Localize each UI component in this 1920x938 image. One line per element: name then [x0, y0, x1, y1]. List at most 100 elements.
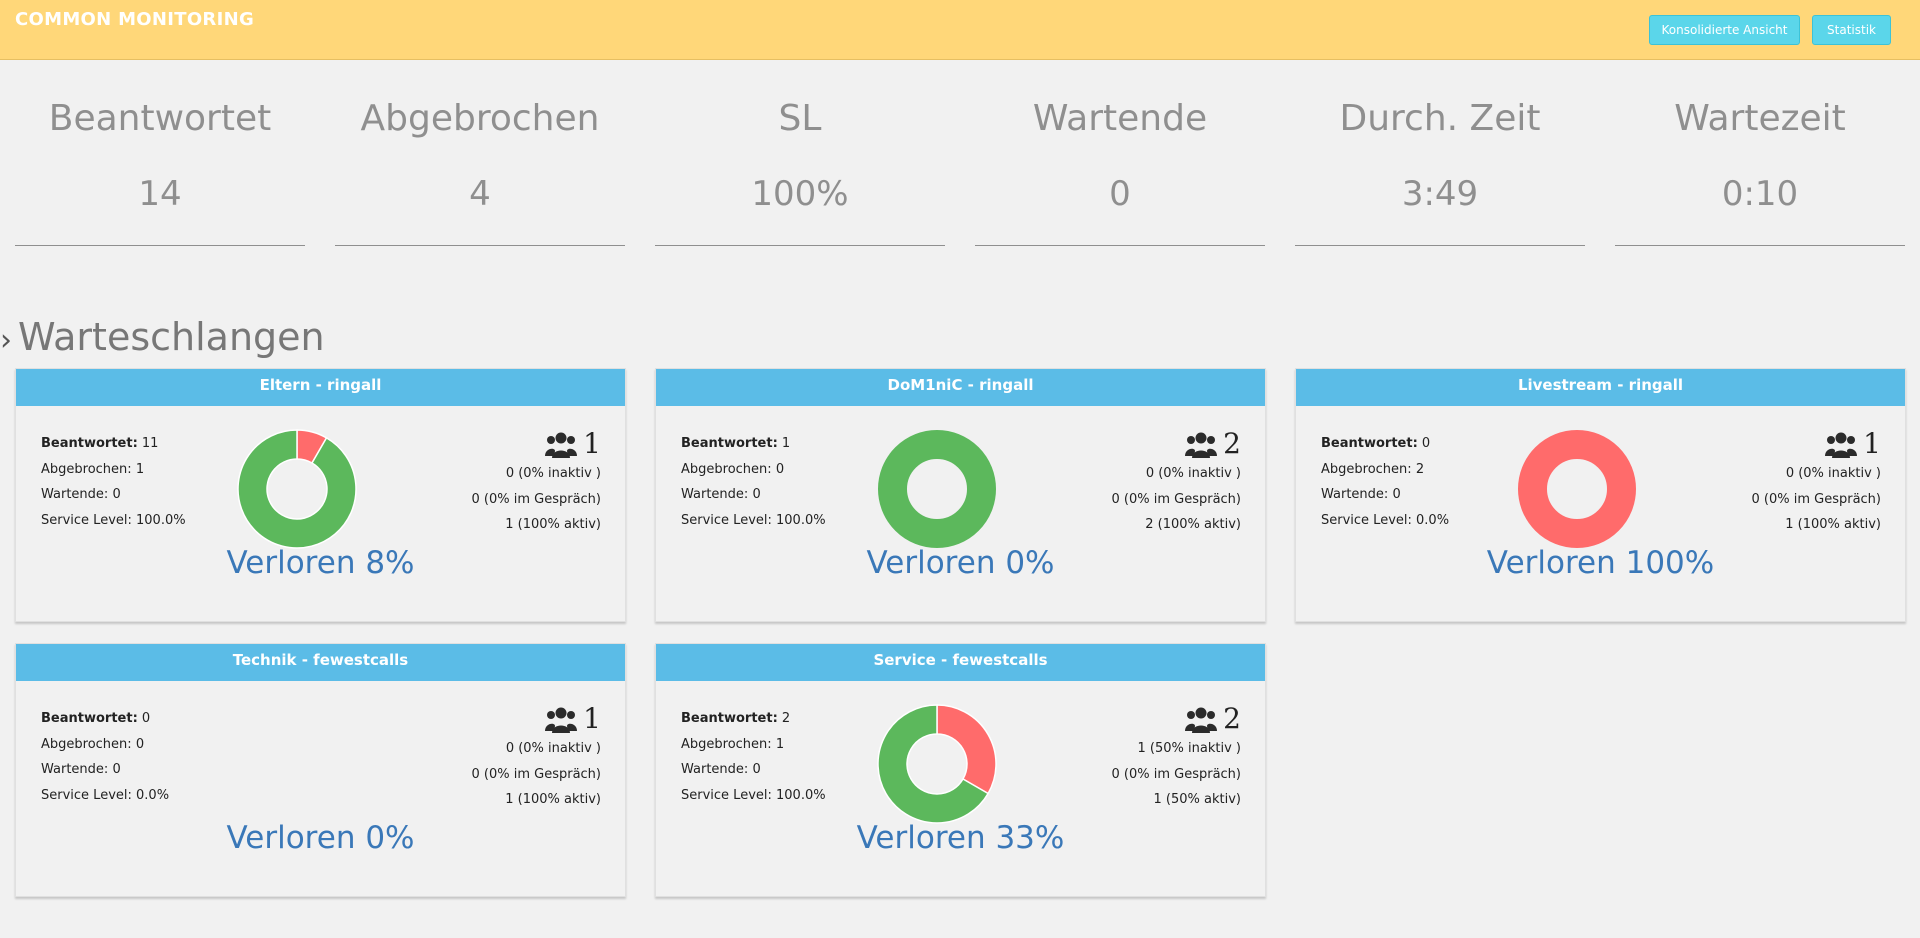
answered-row: Beantwortet: 0	[1321, 431, 1449, 457]
agents-in-call: 0 (0% im Gespräch)	[471, 766, 601, 782]
waiting-row: Wartende: 0	[1321, 482, 1449, 508]
answered-label: Beantwortet:	[681, 436, 778, 451]
stat-avg-time: Durch. Zeit 3:49	[1295, 95, 1585, 246]
agent-count-value: 1	[1863, 427, 1881, 460]
queue-card: Service - fewestcalls Beantwortet: 2 Abg…	[655, 643, 1266, 897]
answered-label: Beantwortet:	[681, 711, 778, 726]
aborted-value: 2	[1415, 461, 1425, 477]
users-icon	[1185, 707, 1218, 733]
service-level-row: Service Level: 100.0%	[681, 508, 826, 534]
stat-answered: Beantwortet 14	[15, 95, 305, 246]
agent-stats: 1 0 (0% inaktiv ) 0 (0% im Gespräch) 1 (…	[471, 427, 601, 538]
aborted-label: Abgebrochen:	[41, 736, 132, 752]
stat-waiting: Wartende 0	[975, 95, 1265, 246]
service-level-label: Service Level:	[41, 512, 132, 528]
agents-inactive: 0 (0% inaktiv )	[505, 741, 601, 756]
lost-percentage: Verloren 33%	[856, 820, 1065, 856]
users-icon	[545, 432, 578, 458]
agent-stats: 1 0 (0% inaktiv ) 0 (0% im Gespräch) 1 (…	[1751, 427, 1881, 538]
agent-count: 2	[1111, 427, 1241, 461]
queues-section-title: › Warteschlangen	[0, 313, 325, 361]
aborted-row: Abgebrochen: 0	[41, 732, 169, 758]
queue-stats: Beantwortet: 1 Abgebrochen: 0 Wartende: …	[681, 431, 826, 533]
stat-value: 3:49	[1401, 174, 1479, 214]
aborted-value: 1	[775, 736, 785, 752]
service-level-value: 0.0%	[136, 787, 170, 803]
agent-count-value: 2	[1223, 427, 1241, 460]
agents-active: 2 (100% aktiv)	[1145, 517, 1241, 532]
stat-value: 100%	[751, 174, 849, 214]
stat-label: Wartende	[1032, 98, 1208, 139]
answered-row: Beantwortet: 2	[681, 706, 826, 732]
queue-title: Service - fewestcalls	[656, 644, 1265, 681]
aborted-slice	[1518, 430, 1636, 548]
queue-card: Eltern - ringall Beantwortet: 11 Abgebro…	[15, 368, 626, 622]
stat-label: Wartezeit	[1674, 98, 1846, 139]
agents-active: 1 (100% aktiv)	[505, 517, 601, 532]
lost-percentage: Verloren 100%	[1486, 545, 1715, 581]
aborted-row: Abgebrochen: 1	[41, 457, 186, 483]
agent-stats: 1 0 (0% inaktiv ) 0 (0% im Gespräch) 1 (…	[471, 702, 601, 813]
stat-value: 0	[1109, 174, 1131, 214]
waiting-label: Wartende:	[41, 487, 109, 502]
service-level-row: Service Level: 100.0%	[681, 783, 826, 809]
stat-label: Durch. Zeit	[1339, 98, 1541, 139]
stat-divider	[975, 245, 1265, 246]
aborted-slice	[936, 704, 997, 795]
answered-value: 1	[781, 436, 791, 451]
stat-divider	[15, 245, 305, 246]
lost-percentage: Verloren 0%	[866, 545, 1055, 581]
waiting-value: 0	[1392, 487, 1401, 502]
queue-card: Livestream - ringall Beantwortet: 0 Abge…	[1295, 368, 1906, 622]
agents-in-call: 0 (0% im Gespräch)	[1111, 766, 1241, 782]
queue-stats: Beantwortet: 2 Abgebrochen: 1 Wartende: …	[681, 706, 826, 808]
stat-wait-time: Wartezeit 0:10	[1615, 95, 1905, 246]
aborted-row: Abgebrochen: 1	[681, 732, 826, 758]
queue-title: Livestream - ringall	[1296, 369, 1905, 406]
stat-label: Abgebrochen	[360, 98, 600, 139]
agent-count: 1	[471, 702, 601, 736]
service-level-value: 100.0%	[776, 512, 826, 528]
stat-label: SL	[778, 98, 822, 139]
answered-value: 0	[141, 711, 151, 726]
aborted-label: Abgebrochen:	[1321, 461, 1412, 477]
waiting-value: 0	[112, 487, 121, 502]
agents-in-call: 0 (0% im Gespräch)	[471, 491, 601, 507]
aborted-label: Abgebrochen:	[41, 461, 132, 477]
queue-donut-chart	[877, 704, 997, 824]
service-level-label: Service Level:	[681, 512, 772, 528]
agents-inactive: 0 (0% inaktiv )	[1145, 466, 1241, 481]
service-level-label: Service Level:	[1321, 512, 1412, 528]
aborted-label: Abgebrochen:	[681, 461, 772, 477]
queue-donut-chart	[1517, 429, 1637, 549]
queue-stats: Beantwortet: 0 Abgebrochen: 2 Wartende: …	[1321, 431, 1449, 533]
chevron-right-icon: ›	[0, 323, 12, 358]
agents-in-call: 0 (0% im Gespräch)	[1111, 491, 1241, 507]
agents-in-call: 0 (0% im Gespräch)	[1751, 491, 1881, 507]
agents-inactive: 1 (50% inaktiv )	[1137, 741, 1241, 756]
aborted-value: 0	[135, 736, 145, 752]
agent-count-value: 1	[583, 702, 601, 735]
answered-value: 2	[781, 711, 791, 726]
consolidated-view-button[interactable]: Konsolidierte Ansicht	[1649, 15, 1800, 45]
answered-slice	[878, 430, 996, 548]
answered-label: Beantwortet:	[41, 436, 138, 451]
agents-inactive: 0 (0% inaktiv )	[1785, 466, 1881, 481]
waiting-value: 0	[752, 762, 761, 777]
stat-divider	[335, 245, 625, 246]
queue-title: Eltern - ringall	[16, 369, 625, 406]
users-icon	[1825, 432, 1858, 458]
queue-stats: Beantwortet: 0 Abgebrochen: 0 Wartende: …	[41, 706, 169, 808]
queue-card: Technik - fewestcalls Beantwortet: 0 Abg…	[15, 643, 626, 897]
users-icon	[545, 707, 578, 733]
answered-slice	[877, 704, 990, 824]
agent-count-value: 2	[1223, 702, 1241, 735]
statistics-button[interactable]: Statistik	[1812, 15, 1891, 45]
app-title: COMMON MONITORING	[15, 9, 255, 30]
waiting-value: 0	[752, 487, 761, 502]
aborted-value: 0	[775, 461, 785, 477]
queue-donut-chart	[237, 429, 357, 549]
service-level-label: Service Level:	[41, 787, 132, 803]
stat-value: 14	[138, 174, 182, 214]
answered-value: 0	[1421, 436, 1431, 451]
